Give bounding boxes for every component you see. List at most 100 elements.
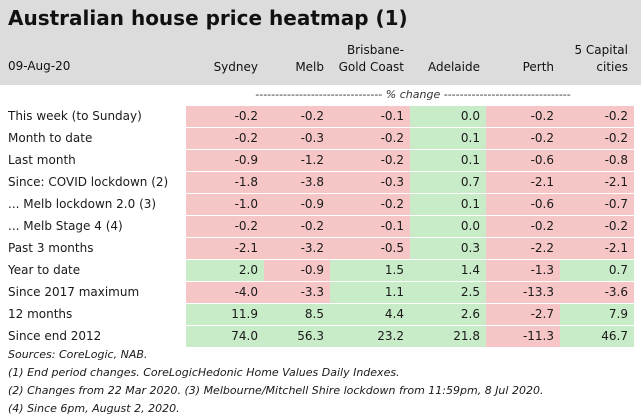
heatmap-cell: -0.2	[186, 216, 264, 237]
cell-value: -1.8	[234, 175, 258, 189]
table-row: Since 2017 maximum -4.0 -3.3 1.1 2.5 -13.3 -3.…	[0, 282, 641, 304]
column-header-line: Perth	[522, 60, 554, 74]
cell-value: 1.4	[460, 263, 480, 277]
cell-value: -0.2	[604, 219, 628, 233]
column-header: Brisbane- Gold Coast	[339, 42, 404, 76]
cell-value: -0.7	[604, 197, 628, 211]
cell-value: 7.9	[608, 307, 628, 321]
cell-value: -3.2	[300, 241, 324, 255]
column-header: Adelaide	[428, 59, 480, 76]
unit-dashes-right: --------------------------------	[443, 88, 571, 101]
column-header-line: Melb	[295, 60, 324, 74]
column-header-line: Brisbane-	[346, 43, 404, 57]
heatmap-cell: 0.7	[410, 172, 486, 193]
cell-value: 2.6	[460, 307, 480, 321]
cell-value: 2.5	[460, 285, 480, 299]
heatmap-cell: -0.2	[330, 128, 410, 149]
heatmap-cell: -0.2	[186, 106, 264, 127]
cell-value: -0.2	[530, 109, 554, 123]
row-label: Past 3 months	[8, 241, 94, 255]
unit-label: % change	[385, 88, 441, 101]
column-header: 5 Capital cities	[574, 42, 628, 76]
heatmap-cell: -0.2	[330, 150, 410, 171]
cell-value: -0.1	[380, 109, 404, 123]
cell-value: -2.1	[604, 175, 628, 189]
column-header-line: Sydney	[213, 60, 258, 74]
heatmap-cell: 2.5	[410, 282, 486, 303]
cell-value: -1.3	[530, 263, 554, 277]
cell-value: 1.1	[384, 285, 404, 299]
cell-value: -3.3	[300, 285, 324, 299]
footnote: (2) Changes from 22 Mar 2020. (3) Melbou…	[8, 384, 544, 397]
cell-value: 23.2	[377, 329, 404, 343]
heatmap-cell: -0.5	[330, 238, 410, 259]
cell-value: -3.8	[300, 175, 324, 189]
cell-value: -0.2	[530, 131, 554, 145]
cell-value: -2.1	[604, 241, 628, 255]
chart-title: Australian house price heatmap (1)	[8, 6, 408, 30]
heatmap-cell: 0.1	[410, 194, 486, 215]
cell-value: -0.2	[604, 109, 628, 123]
heatmap-cell: 0.7	[560, 260, 634, 281]
cell-value: -0.2	[380, 153, 404, 167]
cell-value: 0.0	[460, 219, 480, 233]
cell-value: -0.9	[300, 263, 324, 277]
heatmap-cell: -1.8	[186, 172, 264, 193]
cell-value: -0.3	[380, 175, 404, 189]
unit-dashes-left: --------------------------------	[255, 88, 383, 101]
heatmap-cell: 0.1	[410, 128, 486, 149]
cell-value: -0.2	[530, 219, 554, 233]
heatmap-cell: -0.8	[560, 150, 634, 171]
cell-value: -0.6	[530, 153, 554, 167]
column-header-line: cities	[596, 60, 628, 74]
footnote: (1) End period changes. CoreLogicHedonic…	[8, 366, 400, 379]
heatmap-cell: -4.0	[186, 282, 264, 303]
row-label: Last month	[8, 153, 76, 167]
table-row: This week (to Sunday) -0.2 -0.2 -0.1 0.0 -0.2…	[0, 106, 641, 128]
heatmap-cell: 4.4	[330, 304, 410, 325]
heatmap-cell: -2.1	[186, 238, 264, 259]
heatmap-cell: -2.1	[486, 172, 560, 193]
cell-value: -0.2	[380, 131, 404, 145]
cell-value: 46.7	[601, 329, 628, 343]
cell-value: -0.5	[380, 241, 404, 255]
heatmap-cell: -1.3	[486, 260, 560, 281]
heatmap-cell: -1.0	[186, 194, 264, 215]
cell-value: -11.3	[522, 329, 554, 343]
heatmap-cell: 7.9	[560, 304, 634, 325]
heatmap-cell: 21.8	[410, 326, 486, 347]
cell-value: 11.9	[231, 307, 258, 321]
heatmap-cell: -0.3	[264, 128, 330, 149]
cell-value: -0.2	[234, 131, 258, 145]
cell-value: 1.5	[384, 263, 404, 277]
footnote: (4) Since 6pm, August 2, 2020.	[8, 402, 180, 415]
cell-value: -0.2	[380, 197, 404, 211]
cell-value: -0.9	[234, 153, 258, 167]
heatmap-cell: -0.2	[486, 128, 560, 149]
cell-value: 74.0	[231, 329, 258, 343]
cell-value: 56.3	[297, 329, 324, 343]
heatmap-cell: -0.9	[264, 194, 330, 215]
title-bar: Australian house price heatmap (1)	[0, 0, 641, 41]
heatmap-cell: -0.1	[330, 106, 410, 127]
column-header-line: Adelaide	[427, 60, 480, 74]
cell-value: -0.9	[300, 197, 324, 211]
cell-value: 4.4	[384, 307, 404, 321]
heatmap-cell: -2.1	[560, 238, 634, 259]
column-header-line: 5 Capital	[574, 43, 628, 57]
table-row: Since end 2012 74.0 56.3 23.2 21.8 -11.3 46.7	[0, 326, 641, 348]
heatmap-cell: -0.7	[560, 194, 634, 215]
cell-value: -1.0	[234, 197, 258, 211]
cell-value: -0.3	[300, 131, 324, 145]
cell-value: -2.7	[530, 307, 554, 321]
heatmap-cell: -0.2	[486, 106, 560, 127]
heatmap-cell: -3.2	[264, 238, 330, 259]
cell-value: 0.1	[460, 153, 480, 167]
cell-value: -2.1	[234, 241, 258, 255]
table-row: Last month -0.9 -1.2 -0.2 0.1 -0.6 -0.8	[0, 150, 641, 172]
cell-value: 0.7	[608, 263, 628, 277]
heatmap-cell: -0.9	[186, 150, 264, 171]
cell-value: -2.2	[530, 241, 554, 255]
heatmap-cell: -0.2	[560, 216, 634, 237]
heatmap-cell: -0.2	[560, 128, 634, 149]
